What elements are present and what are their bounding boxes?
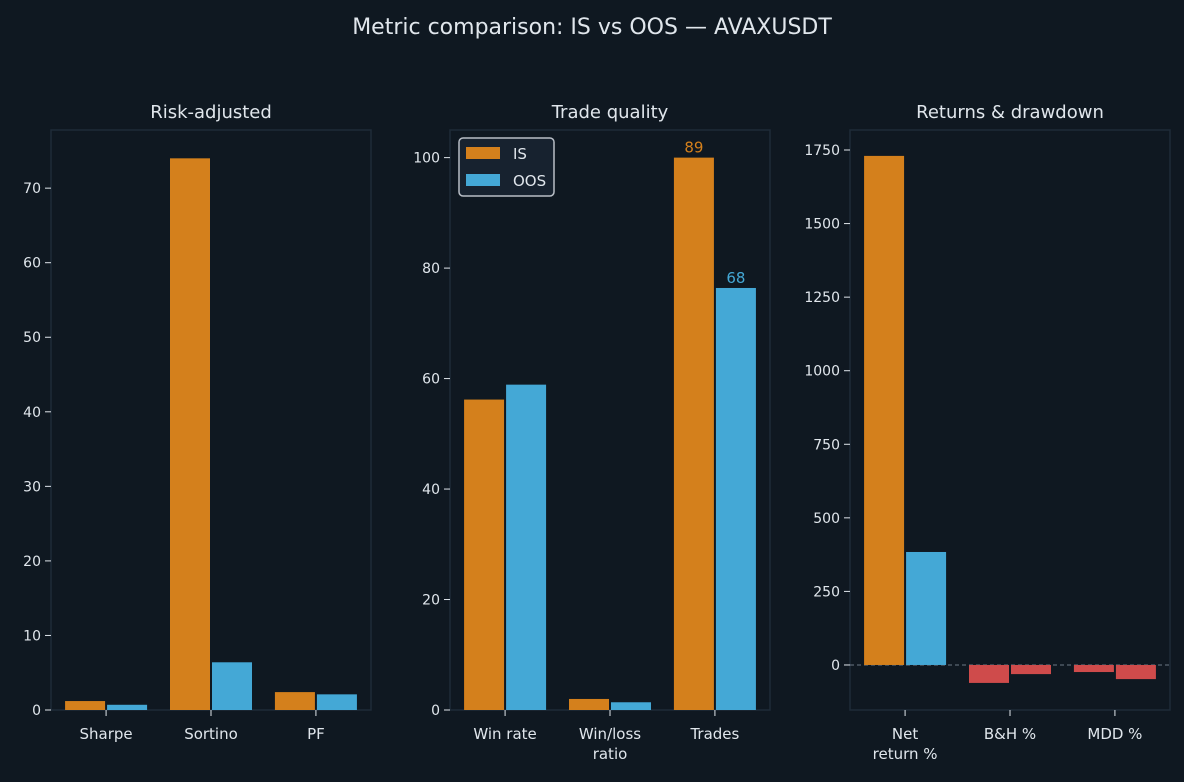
y-tick-label: 20 [422,593,440,609]
y-tick-label: 1750 [804,143,840,159]
y-tick-label: 40 [422,482,440,498]
bar-is [1073,664,1114,673]
x-tick-label: Trades [689,725,739,743]
y-tick-label: 100 [413,151,440,167]
figure-title: Metric comparison: IS vs OOS — AVAXUSDT [352,15,832,40]
legend-swatch-oos [466,174,500,186]
y-tick-label: 50 [23,330,41,346]
y-tick-label: 750 [813,437,840,453]
x-tick-label: MDD % [1087,725,1142,743]
bar-is [464,399,505,710]
x-tick-label: Sharpe [80,725,133,743]
y-tick-label: 60 [23,256,41,272]
x-tick-label: return % [873,745,938,763]
y-tick-label: 0 [431,703,440,719]
y-tick-label: 500 [813,511,840,527]
y-tick-label: 60 [422,372,440,388]
panel-title: Risk-adjusted [150,102,272,123]
bar-oos [316,694,357,710]
y-tick-label: 1000 [804,364,840,380]
panel-title: Returns & drawdown [916,102,1104,123]
y-tick-label: 20 [23,554,41,570]
bar-oos [1115,664,1156,680]
y-tick-label: 80 [422,261,440,277]
bar-is [65,701,106,710]
y-tick-label: 30 [23,479,41,495]
y-tick-label: 0 [32,703,41,719]
data-label: 68 [726,269,745,287]
bar-is [969,664,1009,683]
y-tick-label: 1500 [804,217,840,233]
bar-is [864,155,905,665]
x-tick-label: Sortino [184,725,238,743]
y-tick-label: 40 [23,405,41,421]
x-tick-label: Win rate [473,725,536,743]
bar-is [569,698,609,710]
y-tick-label: 70 [23,181,41,197]
bar-oos [506,384,547,710]
bar-oos [107,704,148,710]
x-tick-label: Win/loss [579,725,641,743]
bar-is [170,158,210,711]
y-tick-label: 250 [813,584,840,600]
y-tick-label: 10 [23,628,41,644]
bar-oos [212,662,252,710]
x-tick-label: ratio [593,745,628,763]
y-tick-label: 1250 [804,290,840,306]
bar-is [274,692,315,710]
bar-is [673,157,714,711]
data-label: 89 [684,139,703,157]
x-tick-label: PF [307,725,325,743]
panel-title: Trade quality [551,102,669,123]
axes-frame-0 [50,129,372,711]
legend-label: OOS [513,172,546,190]
x-tick-label: Net [892,725,918,743]
y-tick-label: 0 [831,658,840,674]
legend-label: IS [513,145,527,163]
bar-oos [906,551,947,665]
bar-oos [1011,664,1051,675]
bar-oos [611,702,651,710]
x-tick-label: B&H % [984,725,1036,743]
legend-swatch-is [466,147,500,159]
bar-oos [715,287,756,710]
